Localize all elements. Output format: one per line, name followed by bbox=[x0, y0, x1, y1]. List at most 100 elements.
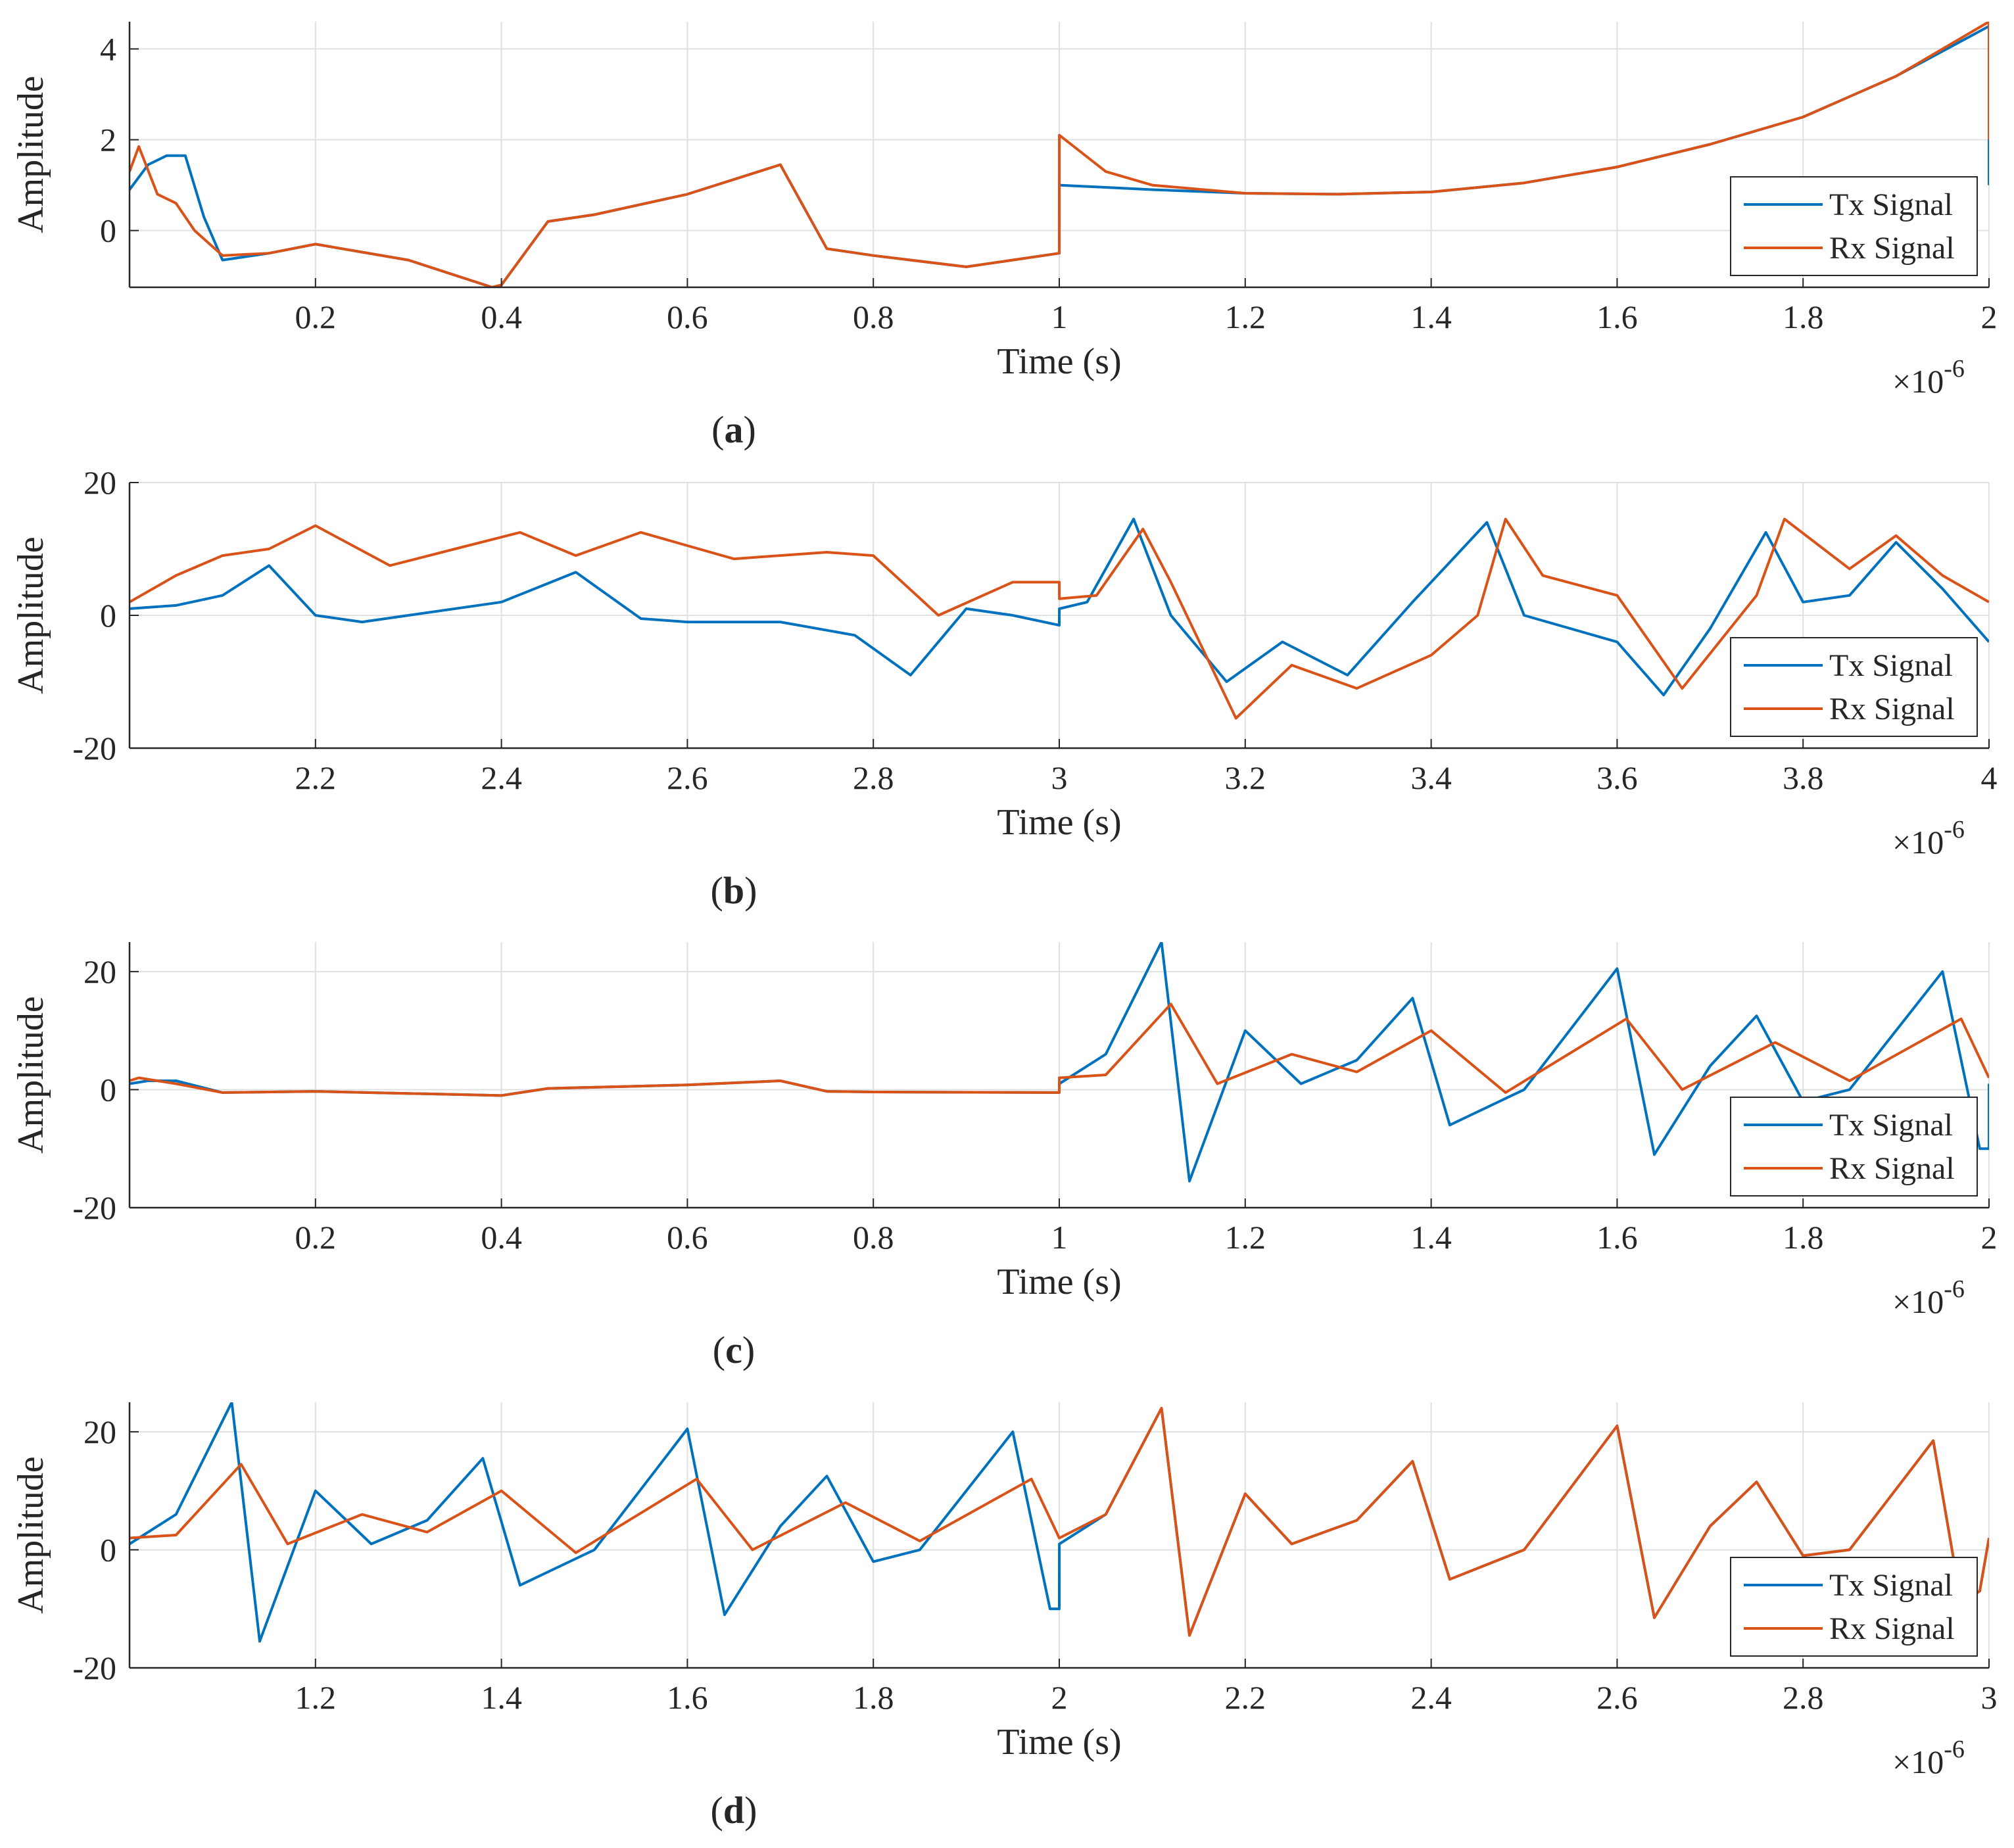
y-tick-label: 0 bbox=[100, 1531, 116, 1568]
x-tick-label: 2.8 bbox=[853, 759, 894, 796]
y-tick-label: -20 bbox=[72, 730, 116, 767]
x-tick-label: 0.4 bbox=[481, 1219, 522, 1256]
panel-d: 1.2 1.4 1.6 1.8 2 2.2 2.4 2.6 2.8 3 -20 0 20 Time (s)… bbox=[11, 1402, 1998, 1832]
x-axis-label: Time (s) bbox=[997, 1262, 1121, 1302]
caption-letter: c bbox=[725, 1329, 742, 1371]
x-axis-label: Time (s) bbox=[997, 341, 1121, 382]
x-exponent-label: ×10-6 bbox=[1892, 816, 1965, 861]
y-tick-label: 0 bbox=[100, 597, 116, 634]
y-tick-label: -20 bbox=[72, 1649, 116, 1686]
x-tick-label: 2.6 bbox=[1596, 1679, 1638, 1716]
x-tick-label: 1.6 bbox=[1596, 1219, 1638, 1256]
y-tick-label: 20 bbox=[84, 953, 116, 990]
legend-box bbox=[1730, 176, 1978, 276]
series-group bbox=[130, 22, 1989, 287]
x-tick-label: 1.4 bbox=[1410, 298, 1452, 335]
x-tick-label: 2 bbox=[1981, 1219, 1998, 1256]
x-tick-label: 0.8 bbox=[853, 1219, 894, 1256]
panel-caption: (a) bbox=[711, 408, 756, 451]
x-tick-label: 0.6 bbox=[667, 298, 708, 335]
legend: Tx Signal Rx Signal bbox=[1730, 176, 1978, 276]
x-tick-label: 2.4 bbox=[1410, 1679, 1452, 1716]
y-tick-label: 4 bbox=[100, 30, 116, 67]
x-exponent-label: ×10-6 bbox=[1892, 1275, 1965, 1320]
panel-caption: (d) bbox=[711, 1789, 757, 1832]
x-exponent-power: -6 bbox=[1944, 355, 1965, 383]
rx-signal-line bbox=[130, 1407, 1989, 1637]
x-tick-label: 1.8 bbox=[1783, 1219, 1824, 1256]
panel-caption: (b) bbox=[711, 869, 757, 912]
x-tick-label: 2 bbox=[1981, 298, 1998, 335]
y-tick-label: 20 bbox=[84, 1413, 116, 1450]
x-tick-label: 3 bbox=[1981, 1679, 1998, 1716]
series-group bbox=[130, 942, 1989, 1183]
x-tick-label: 3.8 bbox=[1783, 759, 1824, 796]
x-tick-label: 1.2 bbox=[295, 1679, 337, 1716]
legend-box bbox=[1730, 1557, 1978, 1657]
x-tick-label: 1.6 bbox=[1596, 298, 1638, 335]
series-group bbox=[130, 1402, 1989, 1643]
x-tick-label: 1.2 bbox=[1225, 298, 1266, 335]
caption-letter: a bbox=[725, 408, 744, 451]
x-tick-label: 1.8 bbox=[1783, 298, 1824, 335]
y-tick-label: 20 bbox=[84, 464, 116, 501]
x-tick-label: 0.2 bbox=[295, 298, 337, 335]
x-tick-label: 0.4 bbox=[481, 298, 522, 335]
rx-signal-line bbox=[130, 517, 1989, 720]
legend-label: Rx Signal bbox=[1829, 1151, 1955, 1186]
x-tick-label: 1.2 bbox=[1225, 1219, 1266, 1256]
legend-label: Tx Signal bbox=[1829, 1568, 1953, 1603]
x-exponent-power: -6 bbox=[1944, 1275, 1965, 1303]
series-group bbox=[130, 517, 1989, 720]
legend-box bbox=[1730, 637, 1978, 737]
x-tick-label: 0.6 bbox=[667, 1219, 708, 1256]
rx-signal-line bbox=[130, 22, 1989, 287]
x-tick-label: 1 bbox=[1051, 298, 1068, 335]
x-tick-label: 2.4 bbox=[481, 759, 522, 796]
legend-label: Tx Signal bbox=[1829, 1108, 1953, 1143]
x-tick-label: 3 bbox=[1051, 759, 1068, 796]
x-axis-label: Time (s) bbox=[997, 802, 1121, 843]
x-tick-label: 3.4 bbox=[1410, 759, 1452, 796]
y-axis-label: Amplitude bbox=[11, 996, 51, 1154]
legend-label: Tx Signal bbox=[1829, 187, 1953, 222]
x-exponent-label: ×10-6 bbox=[1892, 355, 1965, 400]
x-exponent-label: ×10-6 bbox=[1892, 1736, 1965, 1780]
y-axis-label: Amplitude bbox=[11, 1456, 51, 1614]
x-tick-label: 4 bbox=[1981, 759, 1998, 796]
x-tick-label: 2.6 bbox=[667, 759, 708, 796]
x-exponent-power: -6 bbox=[1944, 1736, 1965, 1763]
caption-letter: d bbox=[723, 1789, 744, 1832]
y-axis-label: Amplitude bbox=[11, 76, 51, 233]
x-tick-label: 1.8 bbox=[853, 1679, 894, 1716]
x-tick-label: 0.8 bbox=[853, 298, 894, 335]
caption-letter: b bbox=[723, 869, 744, 912]
legend-label: Rx Signal bbox=[1829, 692, 1955, 726]
legend-box bbox=[1730, 1097, 1978, 1196]
x-tick-label: 1 bbox=[1051, 1219, 1068, 1256]
x-tick-label: 1.4 bbox=[481, 1679, 522, 1716]
legend: Tx Signal Rx Signal bbox=[1730, 637, 1978, 737]
x-tick-label: 3.2 bbox=[1225, 759, 1266, 796]
y-axis-label: Amplitude bbox=[11, 536, 51, 694]
x-tick-label: 2.2 bbox=[1225, 1679, 1266, 1716]
x-tick-label: 1.6 bbox=[667, 1679, 708, 1716]
legend: Tx Signal Rx Signal bbox=[1730, 1557, 1978, 1657]
legend-label: Rx Signal bbox=[1829, 1611, 1955, 1646]
y-tick-label: 0 bbox=[100, 212, 116, 249]
x-tick-label: 2 bbox=[1051, 1679, 1068, 1716]
panel-b: 2.2 2.4 2.6 2.8 3 3.2 3.4 3.6 3.8 4 -20 0 20 Time (s)… bbox=[11, 464, 1998, 912]
x-tick-label: 0.2 bbox=[295, 1219, 337, 1256]
panel-caption: (c) bbox=[713, 1329, 755, 1371]
y-tick-label: 2 bbox=[100, 122, 116, 158]
legend-label: Tx Signal bbox=[1829, 648, 1953, 683]
y-tick-label: -20 bbox=[72, 1189, 116, 1226]
panel-c: 0.2 0.4 0.6 0.8 1 1.2 1.4 1.6 1.8 2 -20 0 20 Time (s)… bbox=[11, 942, 1998, 1371]
legend: Tx Signal Rx Signal bbox=[1730, 1097, 1978, 1196]
x-exponent-power: -6 bbox=[1944, 816, 1965, 843]
tx-signal-line bbox=[130, 517, 1989, 697]
x-tick-label: 2.8 bbox=[1783, 1679, 1824, 1716]
rx-signal-line bbox=[130, 1003, 1989, 1097]
panel-a: 0.2 0.4 0.6 0.8 1 1.2 1.4 1.6 1.8 2 0 2 4 Time (s) Amp… bbox=[11, 22, 1998, 451]
